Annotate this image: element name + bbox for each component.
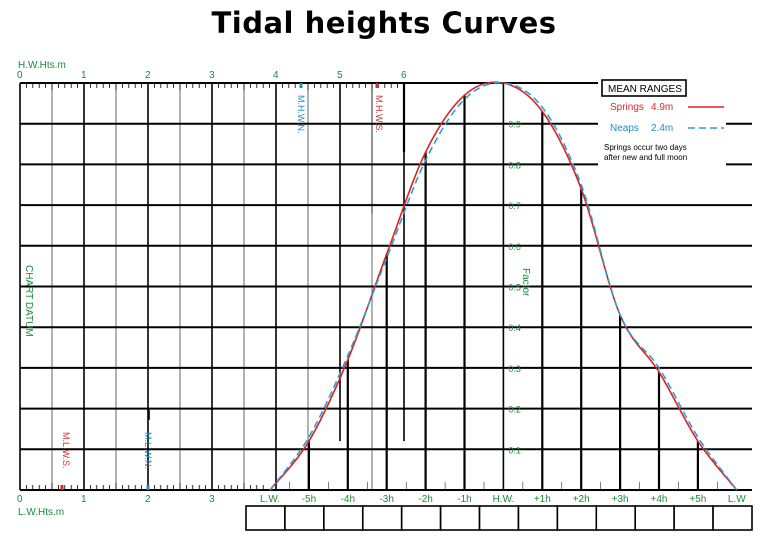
lw-scale-tick-label: 3 bbox=[209, 494, 215, 505]
time-entry-box[interactable] bbox=[361, 505, 403, 531]
legend-springs-label: Springs bbox=[610, 102, 644, 113]
lw-scale-tick-label: 2 bbox=[145, 494, 151, 505]
time-tick-label: -3h bbox=[379, 494, 393, 505]
neaps-curve bbox=[269, 81, 738, 491]
factor-axis-label: Factor bbox=[520, 268, 531, 297]
time-tick-label: -2h bbox=[418, 494, 432, 505]
time-entry-box[interactable] bbox=[439, 505, 481, 531]
time-entry-box[interactable] bbox=[478, 505, 520, 531]
factor-tick-label: 0.6 bbox=[508, 242, 521, 252]
time-tick-label: L.W bbox=[728, 494, 746, 505]
lw-scale-label: L.W.Hts.m bbox=[18, 507, 64, 518]
time-tick-label: -5h bbox=[302, 494, 316, 505]
axis-text: 0 1 2 3 4 5 6 0 1 2 3 0.1 0.2 0.3 0.4 0.5 0.6 0.7 0.8 0.9 L.… bbox=[17, 70, 746, 505]
time-entry-box[interactable] bbox=[556, 505, 598, 531]
hw-scale-tick-label: 1 bbox=[81, 70, 87, 81]
factor-tick-label: 0.1 bbox=[508, 445, 521, 455]
legend-title: MEAN RANGES bbox=[608, 84, 682, 95]
time-entry-box[interactable] bbox=[323, 505, 364, 531]
time-entry-box[interactable] bbox=[712, 505, 753, 531]
legend-neaps-value: 2.4m bbox=[651, 123, 673, 134]
legend-note-line2: after new and full moon bbox=[604, 153, 687, 162]
time-tick-label: -1h bbox=[457, 494, 471, 505]
time-tick-label: L.W. bbox=[260, 494, 280, 505]
factor-tick-label: 0.7 bbox=[508, 201, 521, 211]
time-tick-label: +5h bbox=[689, 494, 706, 505]
time-tick-label: +1h bbox=[534, 494, 551, 505]
time-tick-label: H.W. bbox=[493, 494, 515, 505]
time-tick-label: +3h bbox=[612, 494, 629, 505]
hw-scale-tick-label: 2 bbox=[145, 70, 151, 81]
time-tick-label: -4h bbox=[341, 494, 355, 505]
hw-scale-tick-label: 5 bbox=[337, 70, 343, 81]
time-entry-box[interactable] bbox=[245, 505, 286, 531]
mhws-label: M.H.W.S. bbox=[374, 95, 384, 133]
hw-scale-tick-label: 4 bbox=[273, 70, 279, 81]
mhwn-label: M.H.W.N. bbox=[296, 95, 306, 134]
lw-scale-tick-label: 0 bbox=[17, 494, 23, 505]
time-entry-box[interactable] bbox=[284, 505, 325, 531]
factor-tick-label: 0.4 bbox=[508, 323, 521, 333]
time-tick-label: +4h bbox=[651, 494, 668, 505]
springs-curve bbox=[269, 81, 738, 491]
time-entry-box[interactable] bbox=[595, 505, 637, 531]
time-entry-box[interactable] bbox=[517, 505, 559, 531]
mlws-label: M.L.W.S. bbox=[61, 432, 71, 469]
factor-tick-label: 0.5 bbox=[508, 283, 521, 293]
lw-scale-tick-label: 1 bbox=[81, 494, 87, 505]
time-tick-label: +2h bbox=[573, 494, 590, 505]
time-entry-box[interactable] bbox=[634, 505, 675, 531]
legend-springs-value: 4.9m bbox=[651, 102, 673, 113]
time-entry-box[interactable] bbox=[400, 505, 442, 531]
time-entry-box[interactable] bbox=[673, 505, 714, 531]
hw-scale-tick-label: 0 bbox=[17, 70, 23, 81]
factor-tick-label: 0.2 bbox=[508, 405, 521, 415]
tidal-curves bbox=[269, 81, 738, 491]
legend: MEAN RANGES Springs 4.9m Neaps 2.4m Spri… bbox=[598, 79, 726, 172]
hw-scale-tick-label: 6 bbox=[401, 70, 407, 81]
hw-scale-tick-label: 3 bbox=[209, 70, 215, 81]
legend-neaps-label: Neaps bbox=[610, 123, 639, 134]
chart-datum-label: CHART DATUM bbox=[23, 265, 34, 337]
chart-title: Tidal heights Curves bbox=[211, 6, 557, 40]
hw-scale-label: H.W.Hts.m bbox=[18, 60, 66, 71]
factor-bars bbox=[307, 95, 700, 490]
factor-tick-label: 0.8 bbox=[508, 160, 521, 170]
legend-note-line1: Springs occur two days bbox=[604, 143, 687, 152]
legend-title-box bbox=[601, 79, 687, 97]
mlwn-label: M.L.W.N. bbox=[143, 432, 153, 469]
factor-tick-label: 0.3 bbox=[508, 364, 521, 374]
time-entry-boxes bbox=[245, 505, 753, 531]
factor-tick-label: 0.9 bbox=[508, 120, 521, 130]
